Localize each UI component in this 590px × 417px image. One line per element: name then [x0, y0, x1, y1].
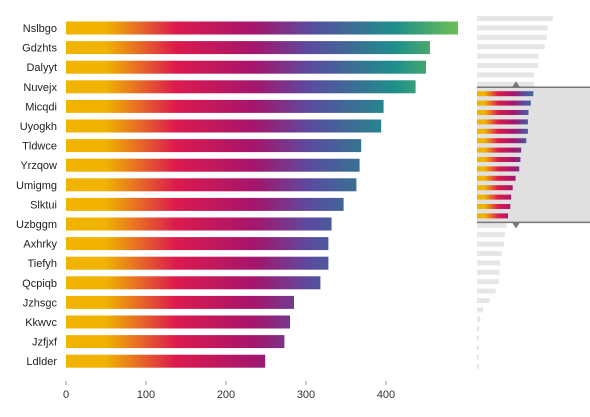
bar-dalyyt[interactable] [66, 60, 426, 74]
bar-ldlder[interactable] [66, 354, 266, 368]
brush-top-handle-icon[interactable] [512, 81, 520, 88]
overview-bar [477, 251, 502, 256]
overview-bar [477, 100, 531, 106]
category-label: Slktui [30, 199, 57, 211]
bar-tldwce[interactable] [66, 139, 362, 153]
overview-bar [477, 16, 553, 21]
brush-selection[interactable] [477, 87, 590, 223]
overview-bar [477, 232, 505, 238]
category-label: Gdzhts [22, 43, 57, 55]
overview-bar [477, 157, 521, 162]
category-label: Tldwce [22, 141, 57, 153]
category-label: Axhrky [23, 239, 57, 251]
bar-kkwvc[interactable] [66, 315, 290, 329]
x-tick-label: 100 [137, 389, 155, 401]
overview-bar [477, 53, 539, 59]
overview-bar [477, 363, 479, 369]
bar-axhrky[interactable] [66, 237, 329, 251]
bar-qcpiqb[interactable] [66, 276, 321, 290]
overview-bar [477, 194, 512, 200]
bar-uyogkh[interactable] [66, 119, 382, 133]
bar-umigmg[interactable] [66, 178, 357, 192]
overview-panel[interactable] [477, 16, 590, 369]
bar-slktui[interactable] [66, 197, 344, 211]
x-axis: 0 100 200 300 400 [63, 381, 395, 401]
category-label: Yrzqow [20, 160, 57, 172]
category-label: Jzfjxf [32, 337, 58, 349]
category-label: Qcpiqb [22, 278, 57, 290]
overview-bar [477, 316, 481, 322]
category-label: Tiefyh [27, 258, 57, 270]
bar-jzfjxf[interactable] [66, 335, 285, 349]
overview-bar [477, 25, 548, 31]
category-label: Ldlder [26, 356, 57, 368]
overview-bar [477, 175, 516, 181]
overview-bar [477, 128, 528, 134]
overview-bar [477, 147, 522, 153]
bar-gdzhts[interactable] [66, 41, 430, 55]
category-label: Nuvejx [23, 82, 57, 94]
category-label: Kkwvc [25, 317, 57, 329]
bar-yrzqow[interactable] [66, 158, 360, 172]
x-tick-label: 300 [297, 389, 315, 401]
overview-bar [477, 44, 545, 50]
x-tick-label: 200 [217, 389, 235, 401]
bar-jzhsgc[interactable] [66, 295, 294, 309]
category-label: Micqdi [25, 101, 57, 113]
category-labels: Nslbgo Gdzhts Dalyyt Nuvejx Micqdi Uyogkh Tldw… [16, 23, 58, 368]
overview-bar [477, 288, 496, 294]
overview-bar [477, 326, 480, 332]
overview-bar [477, 345, 479, 350]
overview-bar [477, 110, 529, 115]
overview-bar [477, 307, 484, 313]
category-label: Jzhsgc [23, 297, 58, 309]
bar-micqdi[interactable] [66, 99, 384, 113]
overview-bar [477, 81, 534, 87]
overview-bar [477, 213, 508, 219]
overview-bar [477, 354, 479, 360]
category-label: Nslbgo [23, 23, 57, 35]
overview-bar [477, 185, 513, 191]
overview-bar [477, 298, 490, 303]
category-label: Dalyyt [26, 62, 57, 74]
category-label: Uyogkh [20, 121, 57, 133]
bar-uzbggm[interactable] [66, 217, 332, 231]
overview-bar [477, 279, 499, 285]
brush-bottom-handle-icon[interactable] [512, 222, 520, 229]
x-tick-label: 400 [377, 389, 395, 401]
bar-nslbgo[interactable] [66, 21, 458, 35]
bar-tiefyh[interactable] [66, 256, 329, 270]
overview-bar [477, 91, 534, 97]
x-tick-label: 0 [63, 389, 69, 401]
category-label: Uzbggm [16, 219, 57, 231]
overview-bar [477, 222, 507, 228]
overview-bar [477, 138, 527, 144]
overview-bar [477, 34, 547, 40]
overview-bar [477, 241, 505, 247]
overview-bar [477, 119, 528, 125]
bar-nuvejx[interactable] [66, 80, 416, 94]
overview-bar [477, 72, 535, 78]
overview-bar [477, 269, 500, 275]
overview-bar [477, 335, 479, 341]
bars-layer [66, 21, 458, 368]
category-label: Umigmg [16, 180, 57, 192]
overview-bar [477, 63, 539, 68]
overview-bar [477, 204, 511, 209]
overview-bar [477, 166, 520, 172]
overview-bar [477, 260, 501, 266]
